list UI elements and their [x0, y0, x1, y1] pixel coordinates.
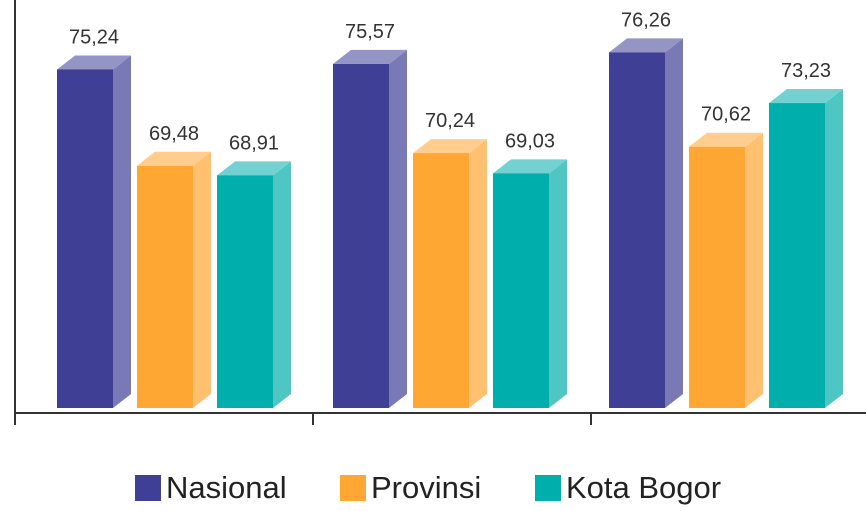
bar	[217, 161, 291, 408]
bar-side	[193, 151, 211, 408]
bar-top	[333, 49, 407, 64]
bar-front	[609, 52, 665, 409]
legend-swatch	[135, 475, 161, 501]
bar	[493, 159, 567, 408]
bar-side	[549, 159, 567, 408]
data-label: 76,26	[621, 9, 671, 31]
bar	[689, 132, 763, 408]
legend-label: Provinsi	[371, 470, 481, 505]
data-label: 70,62	[701, 104, 751, 126]
data-label: 75,24	[69, 26, 119, 48]
bar-side	[113, 55, 131, 408]
bar-side	[745, 132, 763, 408]
bar-top	[689, 132, 763, 147]
bar	[333, 49, 407, 409]
bar-top	[609, 38, 683, 53]
bar-top	[57, 55, 131, 70]
bar-top	[413, 139, 487, 154]
bar-side	[825, 89, 843, 408]
bar-side	[665, 38, 683, 409]
legend-label: Nasional	[166, 470, 287, 505]
bar-front	[57, 69, 113, 408]
bar-front	[333, 63, 389, 409]
bar-front	[493, 173, 549, 408]
bar	[137, 151, 211, 408]
bar	[57, 55, 131, 408]
bar	[769, 89, 843, 408]
bar-side	[273, 161, 291, 408]
data-label: 75,57	[345, 21, 395, 43]
bar-top	[137, 151, 211, 166]
bar-front	[769, 103, 825, 408]
data-label: 73,23	[781, 60, 831, 82]
bar	[609, 38, 683, 409]
bar-side	[469, 139, 487, 409]
data-label: 69,48	[149, 123, 199, 145]
data-label: 69,03	[505, 130, 555, 152]
bar-front	[413, 153, 469, 408]
data-label: 70,24	[425, 110, 475, 132]
bar	[413, 139, 487, 409]
bar-top	[769, 89, 843, 104]
legend-label: Kota Bogor	[566, 470, 721, 505]
data-label: 68,91	[229, 132, 279, 154]
bar-front	[137, 165, 193, 408]
legend-swatch	[340, 475, 366, 501]
legend-swatch	[535, 475, 561, 501]
bar-top	[493, 159, 567, 174]
bar-front	[217, 175, 273, 408]
bar-top	[217, 161, 291, 176]
bar-side	[389, 49, 407, 409]
bar-front	[689, 146, 745, 408]
